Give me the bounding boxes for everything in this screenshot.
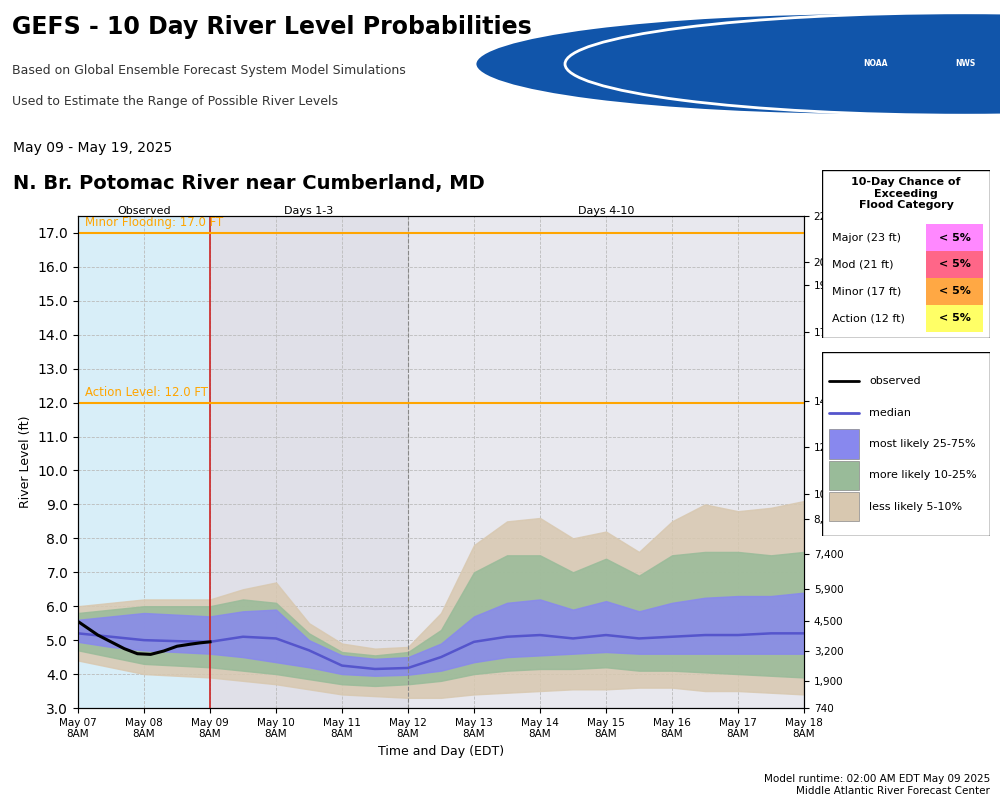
Bar <box>210 216 408 708</box>
Text: less likely 5-10%: less likely 5-10% <box>869 502 962 511</box>
Text: Model runtime: 02:00 AM EDT May 09 2025
Middle Atlantic River Forecast Center: Model runtime: 02:00 AM EDT May 09 2025 … <box>764 774 990 796</box>
Text: Based on Global Ensemble Forecast System Model Simulations: Based on Global Ensemble Forecast System… <box>12 64 406 77</box>
Text: Used to Estimate the Range of Possible River Levels: Used to Estimate the Range of Possible R… <box>12 94 338 108</box>
Bar <box>926 251 983 278</box>
Bar <box>829 492 859 522</box>
Text: 10-Day Chance of
Exceeding
Flood Category: 10-Day Chance of Exceeding Flood Categor… <box>851 177 961 210</box>
Text: Action Level: 12.0 FT: Action Level: 12.0 FT <box>85 386 208 398</box>
Text: < 5%: < 5% <box>939 259 971 270</box>
Text: GEFS - 10 Day River Level Probabilities: GEFS - 10 Day River Level Probabilities <box>12 15 532 39</box>
Bar <box>829 430 859 458</box>
Bar <box>78 216 210 708</box>
Text: Mod (21 ft): Mod (21 ft) <box>832 259 894 270</box>
Bar <box>926 305 983 332</box>
Text: observed: observed <box>869 377 921 386</box>
Text: more likely 10-25%: more likely 10-25% <box>869 470 977 480</box>
Text: Minor (17 ft): Minor (17 ft) <box>832 286 901 296</box>
Text: Action (12 ft): Action (12 ft) <box>832 314 905 323</box>
Text: most likely 25-75%: most likely 25-75% <box>869 439 976 449</box>
Circle shape <box>475 13 1000 115</box>
Bar <box>926 224 983 251</box>
Circle shape <box>565 13 1000 115</box>
Text: < 5%: < 5% <box>939 314 971 323</box>
Y-axis label: River Flow (cfs): River Flow (cfs) <box>856 414 869 510</box>
Text: NOAA: NOAA <box>863 59 887 69</box>
Bar <box>926 278 983 305</box>
Text: Days 1-3: Days 1-3 <box>284 206 334 216</box>
Bar <box>408 216 804 708</box>
Text: NWS: NWS <box>955 59 975 69</box>
Text: < 5%: < 5% <box>939 233 971 242</box>
X-axis label: Time and Day (EDT): Time and Day (EDT) <box>378 745 504 758</box>
Text: Days 4-10: Days 4-10 <box>578 206 634 216</box>
Text: < 5%: < 5% <box>939 286 971 296</box>
Text: N. Br. Potomac River near Cumberland, MD: N. Br. Potomac River near Cumberland, MD <box>13 174 484 193</box>
Text: May 09 - May 19, 2025: May 09 - May 19, 2025 <box>13 141 172 155</box>
Text: Major (23 ft): Major (23 ft) <box>832 233 901 242</box>
Text: Minor Flooding: 17.0 FT: Minor Flooding: 17.0 FT <box>85 216 223 229</box>
Text: median: median <box>869 408 911 418</box>
Bar <box>829 461 859 490</box>
Text: Observed: Observed <box>117 206 171 216</box>
Y-axis label: River Level (ft): River Level (ft) <box>19 416 32 508</box>
